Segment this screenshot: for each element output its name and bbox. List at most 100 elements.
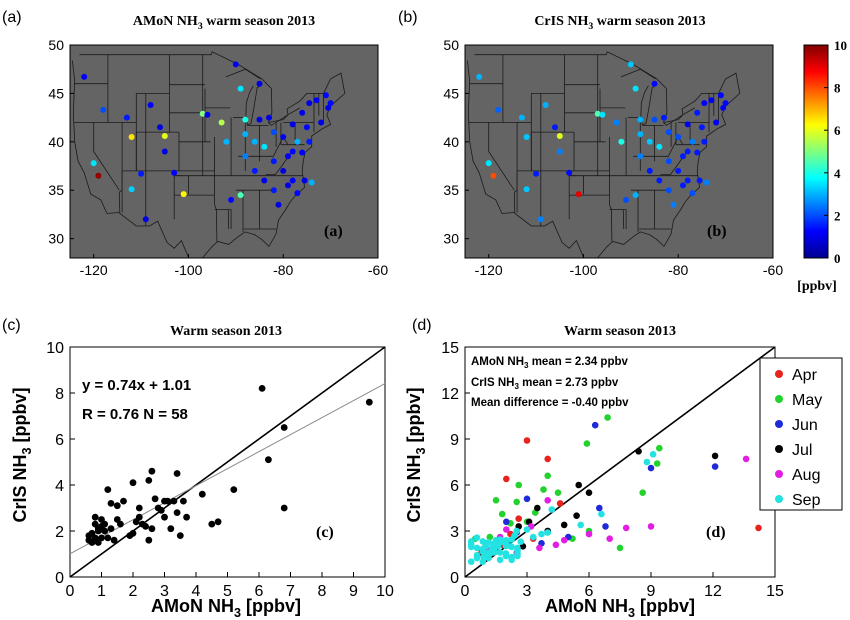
scatter-point [544,472,551,480]
station-point [701,100,708,107]
station-point [294,190,301,197]
scatter-point [280,424,288,431]
state-line [620,68,656,80]
colorbar-tick-label: 4 [834,166,841,181]
scatter-point [110,536,118,544]
state-line [467,60,585,258]
station-point [270,187,277,194]
map-background [465,45,773,258]
state-line [79,51,346,234]
station-point [306,138,313,145]
x-tick-label: -120 [80,262,108,278]
scatter-point [148,525,156,533]
station-point [696,177,703,184]
scatter-point [616,544,624,552]
scatter-point [544,455,551,463]
plot-d: 0 3 6 9 12 15 0 3 6 9 12 15 [441,340,784,600]
scatter-point [173,470,181,477]
station-points [81,61,334,223]
panel-label-b: (b) [398,9,418,26]
station-point [285,153,291,160]
colorbar-tick-label: 0 [834,251,841,266]
scatter-point [649,451,657,458]
scatter-point [602,523,609,530]
state-line [640,85,649,119]
station-point [289,121,296,128]
scatter-point [104,534,112,542]
legend-marker [775,445,783,453]
station-point [599,111,606,118]
station-point [251,167,258,174]
station-point [199,110,206,117]
x-tick-label: -80 [273,262,293,278]
colorbar-tick-label: 10 [834,38,847,53]
scatter-point [503,518,510,526]
station-point [665,187,672,194]
scatter-point [583,440,591,447]
state-line [93,122,120,191]
station-point [485,160,492,167]
scatter-point [604,414,611,421]
x-tick-label: -100 [174,262,202,278]
legend-label: Aug [792,467,820,484]
scatter-point [556,500,564,507]
y-tick-label: 8 [55,386,64,403]
map-frame [69,44,379,259]
state-line [245,85,261,127]
station-point [701,138,708,145]
x-tick-label: -120 [475,262,503,278]
y-tick-label: 10 [46,340,64,357]
station-point [285,182,291,189]
y-tick-label: 45 [443,85,459,101]
legend-marker [775,470,783,478]
legend-label: Apr [792,367,818,384]
inset-label-c: (c) [316,524,334,541]
station-point [180,191,187,198]
y-tick-label: 9 [450,432,459,449]
scatter-point [596,504,603,512]
station-point [270,129,277,136]
station-point [242,153,249,160]
x-tick-label: 15 [766,583,784,600]
scatter-point [148,467,156,475]
state-line [201,231,277,258]
station-point [661,114,667,121]
station-point [665,158,672,165]
station-point [322,92,329,99]
x-tick-label: -80 [668,262,688,278]
scatter-point [491,548,498,555]
scatter-point [129,479,137,487]
station-point [261,177,268,184]
panel-label-d: (d) [412,317,432,334]
y-tick-label: 0 [55,570,64,587]
state-line [513,170,518,213]
y-tick-label: 0 [450,570,459,587]
scatter-point [94,539,102,546]
x-tick-label: -100 [569,262,597,278]
scatter-point [135,504,143,512]
panel-label-a: (a) [2,9,22,26]
station-point [656,143,663,150]
scatter-point [258,385,266,392]
scatter-point [643,458,651,466]
legend-label: Jun [792,417,818,434]
x-tick-label: 5 [223,583,232,600]
scatter-point [145,536,153,544]
scatter-point [485,539,492,546]
station-point [280,134,287,140]
x-tick-label: 3 [523,583,532,600]
colorbar-unit: [ppbv] [797,279,837,294]
scatter-point [265,456,272,464]
x-tick-label: 9 [349,583,358,600]
station-point [275,201,282,208]
station-point [680,182,686,189]
station-point [308,179,315,186]
station-point [256,116,263,123]
station-point [280,167,287,174]
scatter-point [502,552,510,560]
station-point [128,186,135,193]
station-point [289,177,296,184]
annotation-amon-mean: AMoN NH3 mean = 2.34 ppbv [471,356,629,370]
colorbar-tick-label: 2 [834,208,841,223]
